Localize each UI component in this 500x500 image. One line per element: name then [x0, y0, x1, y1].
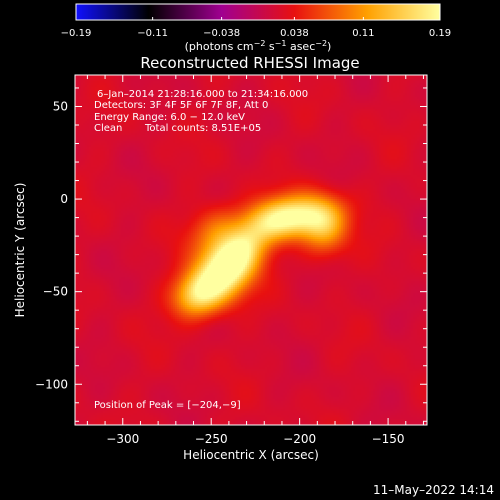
- colorbar-tick-labels: −0.19 −0.11 −0.038 0.038 0.11 0.19: [61, 28, 451, 39]
- x-tick-label: −200: [283, 432, 316, 446]
- annotation-peak-position: Position of Peak = [−204,−9]: [94, 400, 241, 411]
- footer-timestamp: 11–May–2022 14:14: [373, 483, 494, 497]
- image-area: [75, 75, 427, 425]
- annotation-method: Clean: [94, 123, 122, 134]
- y-tick-labels: 50 0 −50 −100: [35, 99, 68, 391]
- colorbar-ticks: [75, 17, 441, 20]
- colorbar-tick-label: 0.19: [429, 28, 451, 39]
- colorbar-tick-label: −0.19: [61, 28, 92, 39]
- colorbar: [75, 3, 441, 21]
- annotation-block: 6–Jan–2014 21:28:16.000 to 21:34:16.000 …: [94, 89, 308, 411]
- annotation-energy-range: Energy Range: 6.0 − 12.0 keV: [94, 112, 245, 123]
- annotation-detectors: Detectors: 3F 4F 5F 6F 7F 8F, Att 0: [94, 100, 268, 111]
- chart-title: Reconstructed RHESSI Image: [140, 54, 359, 72]
- y-tick-label: −100: [35, 377, 68, 391]
- colorbar-unit-label: (photons cm−2 s−1 asec−2): [185, 39, 332, 53]
- annotation-time-range: 6–Jan–2014 21:28:16.000 to 21:34:16.000: [97, 89, 308, 100]
- y-tick-label: 0: [60, 192, 68, 206]
- y-tick-label: −50: [43, 285, 68, 299]
- heatmap-image: [75, 75, 427, 425]
- annotation-total-counts: Total counts: 8.51E+05: [144, 123, 261, 134]
- x-tick-labels: −300 −250 −200 −150: [106, 432, 404, 446]
- colorbar-tick-label: −0.038: [203, 28, 240, 39]
- colorbar-tick-label: −0.11: [137, 28, 168, 39]
- axis-ticks: [75, 75, 427, 425]
- colorbar-tick-label: 0.11: [352, 28, 374, 39]
- x-axis-label: Heliocentric X (arcsec): [183, 448, 319, 462]
- plot-frame: [74, 74, 428, 426]
- y-axis-label: Heliocentric Y (arcsec): [13, 183, 27, 318]
- x-tick-label: −250: [195, 432, 228, 446]
- x-tick-label: −150: [372, 432, 405, 446]
- x-tick-label: −300: [106, 432, 139, 446]
- colorbar-tick-label: 0.038: [280, 28, 309, 39]
- y-tick-label: 50: [53, 99, 68, 113]
